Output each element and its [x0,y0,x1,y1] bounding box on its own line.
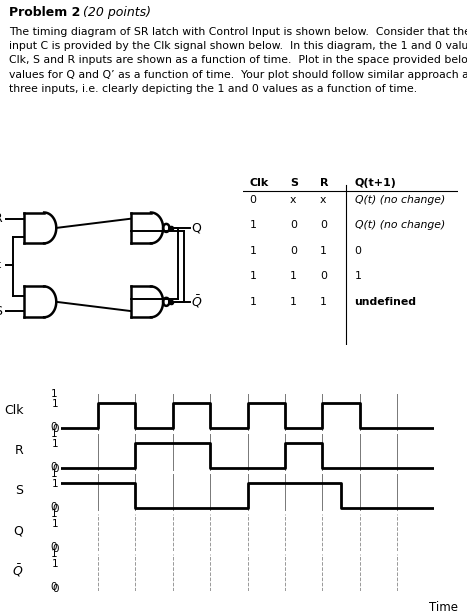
Text: 1: 1 [249,221,256,230]
Text: The timing diagram of SR latch with Control Input is shown below.  Consider that: The timing diagram of SR latch with Cont… [9,26,467,94]
Text: 0: 0 [50,462,57,472]
Text: Clk: Clk [249,177,269,188]
Text: x: x [290,195,297,205]
Text: 0: 0 [50,422,57,432]
Text: Q: Q [191,221,201,235]
Text: 0: 0 [290,246,297,256]
Text: 0: 0 [320,221,327,230]
Text: 1: 1 [249,246,256,256]
Text: R: R [14,444,23,458]
Text: 0: 0 [50,582,57,592]
Text: Q(t) (no change): Q(t) (no change) [354,195,445,205]
Text: 0: 0 [50,542,57,552]
Text: 1: 1 [320,297,327,307]
Text: Time: Time [429,601,458,614]
Text: 1: 1 [290,272,297,282]
Text: 1: 1 [290,297,297,307]
Text: S: S [290,177,298,188]
Text: Clk: Clk [0,260,2,270]
Text: Q(t+1): Q(t+1) [354,177,396,188]
Text: undefined: undefined [354,297,417,307]
Text: 1: 1 [50,389,57,399]
Text: Problem 2: Problem 2 [9,6,81,19]
Text: 1: 1 [50,429,57,439]
Text: R: R [0,212,2,225]
Text: 0: 0 [50,502,57,512]
Text: 1: 1 [249,297,256,307]
Text: 1: 1 [50,469,57,479]
Text: 0: 0 [320,272,327,282]
Text: 1: 1 [249,272,256,282]
Text: 0: 0 [354,246,361,256]
Text: 1: 1 [50,509,57,519]
Text: 1: 1 [354,272,361,282]
Text: 0: 0 [249,195,256,205]
Text: $\bar{Q}$: $\bar{Q}$ [12,563,23,579]
Text: (20 points): (20 points) [83,6,151,19]
Text: $\bar{Q}$: $\bar{Q}$ [191,294,203,310]
Text: S: S [0,304,2,318]
Text: S: S [15,484,23,498]
Text: x: x [320,195,326,205]
Text: Clk: Clk [4,404,23,418]
Text: 1: 1 [320,246,327,256]
Text: 0: 0 [290,221,297,230]
Text: Q: Q [14,524,23,538]
Text: 1: 1 [50,549,57,559]
Text: Q(t) (no change): Q(t) (no change) [354,221,445,230]
Text: R: R [320,177,329,188]
